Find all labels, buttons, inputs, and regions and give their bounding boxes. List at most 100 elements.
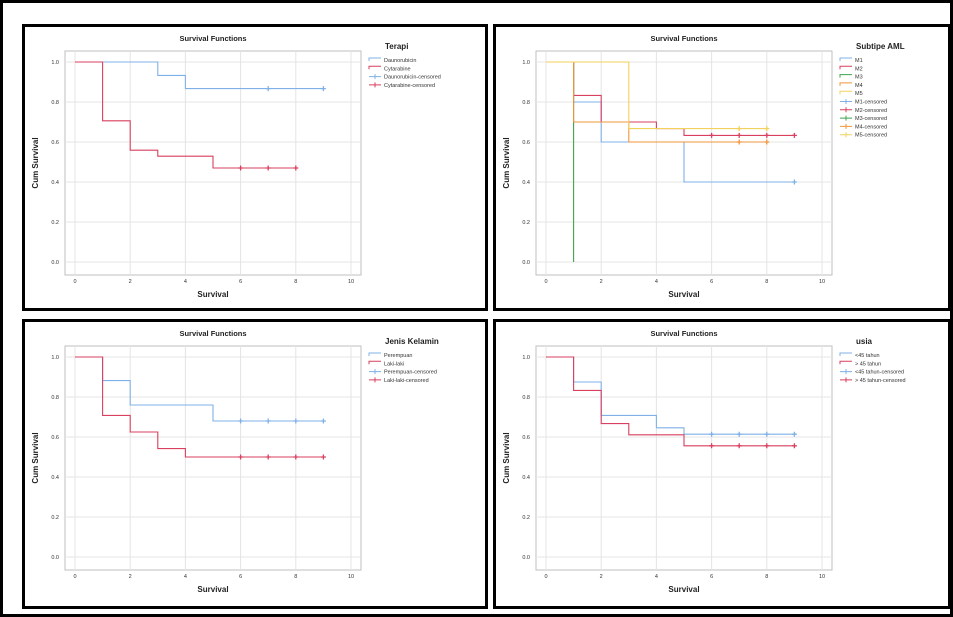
legend-swatch-line xyxy=(368,360,381,365)
legend-label: M3-censored xyxy=(855,116,887,122)
legend-swatch-censor xyxy=(840,115,852,121)
legend-swatch-line xyxy=(839,65,852,70)
legend-swatch-censor xyxy=(840,123,852,129)
censor-mark-laki-laki xyxy=(265,454,271,460)
legend-label: Daunorubicin-censored xyxy=(384,75,441,81)
x-tick-label: 10 xyxy=(348,574,354,580)
x-tick-label: 4 xyxy=(655,574,658,580)
y-tick-label: 0.4 xyxy=(51,475,59,481)
y-axis-label: Cum Survival xyxy=(31,137,40,188)
chart-title: Survival Functions xyxy=(650,34,717,43)
censor-mark-cytarabine xyxy=(265,165,271,171)
censor-mark-perempuan xyxy=(265,418,271,424)
x-tick-label: 0 xyxy=(73,574,76,580)
legend-label: Cytarabine xyxy=(384,66,411,72)
x-tick-label: 8 xyxy=(294,279,297,285)
censor-mark-45-tahun xyxy=(791,443,797,449)
legend-label: M4-censored xyxy=(855,124,887,130)
chart-svg: 0.0 0.2 0.4 0.6 0.8 1.0 0 2 4 6 8 10 Survival Functi… xyxy=(502,34,905,299)
legend-title: Subtipe AML xyxy=(856,42,905,51)
y-tick-label: 0.0 xyxy=(522,260,530,266)
legend-swatch-line xyxy=(368,57,381,61)
y-tick-label: 0.4 xyxy=(522,475,530,481)
x-tick-label: 8 xyxy=(765,279,768,285)
y-tick-label: 0.4 xyxy=(51,180,59,186)
x-tick-label: 2 xyxy=(600,574,603,580)
legend-label: M3 xyxy=(855,75,863,81)
y-tick-label: 0.8 xyxy=(522,395,530,401)
x-tick-label: 8 xyxy=(765,574,768,580)
series-line-m5 xyxy=(546,61,767,130)
legend-swatch-censor xyxy=(840,99,852,104)
censor-mark-perempuan xyxy=(293,418,299,424)
censor-mark-daunorubicin xyxy=(320,86,326,92)
chart-svg: 0.0 0.2 0.4 0.6 0.8 1.0 0 2 4 6 8 10 Survival Functi… xyxy=(31,34,441,299)
y-tick-label: 0.2 xyxy=(51,220,59,226)
censor-mark-45-tahun xyxy=(709,431,715,437)
x-tick-label: 10 xyxy=(819,279,825,285)
legend-swatch-line xyxy=(839,352,852,356)
legend-title: Jenis Kelamin xyxy=(385,337,439,346)
chart-panel-jenis-kelamin: 0.0 0.2 0.4 0.6 0.8 1.0 0 2 4 6 8 10 Survival Functi… xyxy=(22,319,488,609)
legend-label: M1-censored xyxy=(855,100,887,106)
x-axis-label: Survival xyxy=(197,290,228,299)
chart-svg: 0.0 0.2 0.4 0.6 0.8 1.0 0 2 4 6 8 10 Survival Functi… xyxy=(31,329,439,594)
x-tick-label: 10 xyxy=(819,574,825,580)
y-tick-label: 0.8 xyxy=(51,395,59,401)
legend-swatch-line xyxy=(839,74,852,78)
y-tick-label: 0.6 xyxy=(522,435,530,441)
legend-swatch-censor xyxy=(840,132,852,138)
x-tick-label: 2 xyxy=(129,279,132,285)
censor-mark-perempuan xyxy=(320,418,326,424)
legend-swatch-censor xyxy=(369,82,381,88)
x-tick-label: 2 xyxy=(600,279,603,285)
y-tick-label: 1.0 xyxy=(51,355,59,361)
x-tick-label: 8 xyxy=(294,574,297,580)
legend-label: Daunorubicin xyxy=(384,58,416,64)
censor-mark-45-tahun xyxy=(791,431,797,437)
plot-area xyxy=(535,345,833,571)
chart-title: Survival Functions xyxy=(179,34,246,43)
censor-mark-m4 xyxy=(736,139,742,145)
legend-label: Perempuan-censored xyxy=(384,370,437,376)
x-tick-label: 6 xyxy=(239,279,242,285)
y-tick-label: 0.0 xyxy=(522,555,530,561)
series-line-daunorubicin xyxy=(75,61,324,90)
legend-swatch-line xyxy=(839,82,852,86)
plot-area xyxy=(64,345,362,571)
censor-mark-m2 xyxy=(791,132,797,138)
censor-mark-m1 xyxy=(791,179,797,185)
legend-label: Cytarabine-censored xyxy=(384,83,435,89)
x-tick-label: 6 xyxy=(710,574,713,580)
x-tick-label: 6 xyxy=(710,279,713,285)
legend-label: M4 xyxy=(855,83,863,89)
x-tick-label: 2 xyxy=(129,574,132,580)
legend-swatch-line xyxy=(839,57,852,61)
censor-mark-cytarabine xyxy=(238,165,244,171)
series-line-cytarabine xyxy=(75,61,296,169)
chart-title: Survival Functions xyxy=(179,329,246,338)
legend-label: M2-censored xyxy=(855,108,887,114)
censor-mark-perempuan xyxy=(238,418,244,424)
legend-title: usia xyxy=(856,337,873,346)
censor-mark-laki-laki xyxy=(320,454,326,460)
chart-panel-subtipe-aml: 0.0 0.2 0.4 0.6 0.8 1.0 0 2 4 6 8 10 Survival Functi… xyxy=(493,24,951,311)
legend-swatch-censor xyxy=(840,377,852,383)
legend-label: M5 xyxy=(855,91,863,97)
legend-label: > 45 tahun xyxy=(855,361,881,367)
y-tick-label: 1.0 xyxy=(522,60,530,66)
x-axis-label: Survival xyxy=(668,290,699,299)
x-tick-label: 0 xyxy=(73,279,76,285)
x-axis-label: Survival xyxy=(668,585,699,594)
legend-label: Laki-laki xyxy=(384,361,404,367)
censor-mark-laki-laki xyxy=(293,454,299,460)
legend-swatch-line xyxy=(839,360,852,365)
y-tick-label: 0.6 xyxy=(51,435,59,441)
legend-label: M2 xyxy=(855,66,863,72)
y-tick-label: 0.6 xyxy=(51,140,59,146)
legend-swatch-line xyxy=(839,90,852,95)
y-tick-label: 0.6 xyxy=(522,140,530,146)
y-tick-label: 1.0 xyxy=(51,60,59,66)
x-axis-label: Survival xyxy=(197,585,228,594)
